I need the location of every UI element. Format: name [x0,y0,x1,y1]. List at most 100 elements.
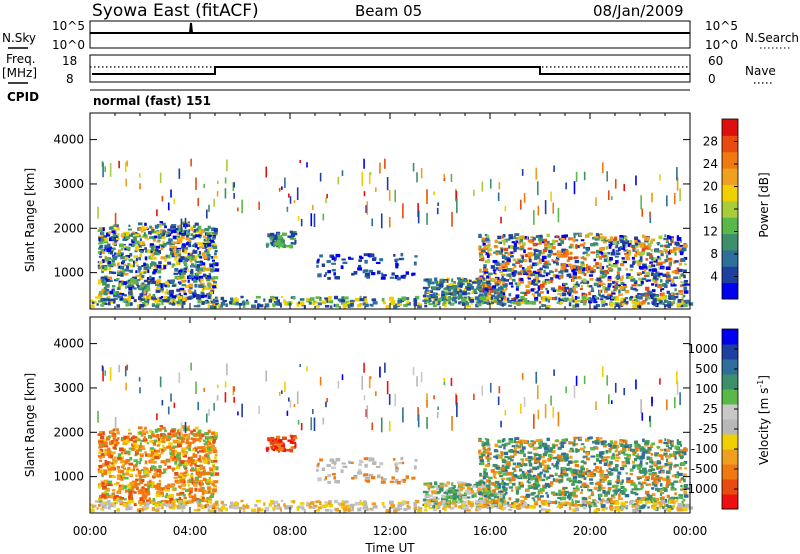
velocity-scatter-cell [181,447,186,452]
velocity-scatter-cell [165,458,171,463]
power-scatter-cell [554,268,558,273]
station-title: Syowa East (fitACF) [92,1,259,21]
power-scatter-cell [209,264,214,268]
power-scatter-cell [170,299,173,303]
power-scatter-cell [599,298,604,301]
power-scatter-cell [405,271,410,275]
velocity-scatter-cell [431,490,437,495]
power-scatter-cell [573,290,578,294]
power-scatter-cell [195,260,201,264]
velocity-scatter-cell [490,498,496,503]
power-scatter-cell [147,280,151,285]
nave-tick-top: 60 [708,54,723,68]
power-scatter-cell [620,239,624,243]
power-scatter-cell [471,281,477,284]
power-scatter-cell [111,271,117,275]
velocity-scatter-cell [182,451,188,454]
power-scatter-cell [555,288,558,292]
power-scatter-cell [605,296,609,300]
power-scatter-cell [191,244,196,247]
velocity-scatter-cell [138,490,143,495]
velocity-scatter-cell [644,490,650,495]
power-scatter-cell [160,245,165,248]
power-scatter-cell [592,236,596,240]
velocity-scatter-cell [171,488,176,491]
power-scatter-cell [169,247,173,252]
velocity-scatter-cell [524,439,527,443]
velocity-scatter-cell [153,473,159,477]
velocity-scatter-cell [104,450,107,455]
power-scatter-cell [466,279,471,283]
velocity-scatter-cell [492,489,497,493]
velocity-scatter-cell [682,487,686,491]
power-scatter-cell [572,287,577,291]
velocity-scatter-cell [126,469,130,473]
power-scatter-cell [152,230,157,234]
power-scatter-cell [666,254,669,259]
power-scatter-cell [637,273,640,276]
velocity-scatter-cell [182,452,185,457]
velocity-scatter-cell [290,436,294,440]
freq-panel: 18 8 60 0 Freq. [MHz] Nave [2,52,776,86]
power-scatter-cell [486,250,490,253]
power-scatter-cell [129,264,134,268]
velocity-scatter-cell [426,495,431,498]
power-scatter-cell [667,304,672,308]
power-scatter-cell [299,160,301,164]
velocity-scatter-cell [194,487,198,492]
power-scatter-cell [580,269,585,274]
power-scatter-cell [520,248,525,251]
power-scatter-cell [541,238,545,242]
velocity-scatter-cell [206,491,210,494]
velocity-scatter-cell [145,430,149,434]
power-scatter-cell [189,286,193,290]
power-scatter-cell [107,276,112,281]
power-scatter-cell [545,287,548,291]
power-scatter-cell [364,274,367,278]
velocity-scatter-cell [457,497,463,501]
power-scatter-cell [329,305,333,309]
power-scatter-cell [205,249,208,252]
velocity-scatter-cell [160,490,164,493]
power-scatter-cell [448,283,453,287]
power-scatter-cell [362,302,368,306]
power-scatter-cell [588,299,593,304]
power-scatter-cell [196,228,199,232]
velocity-scatter-cell [565,467,570,471]
power-scatter-cell [663,248,668,252]
velocity-scatter-cell [110,440,114,444]
power-scatter-cell [437,300,441,305]
power-scatter-cell [604,239,609,242]
power-scatter-cell [457,296,460,300]
power-scatter-cell [551,239,555,244]
power-scatter-cell [459,283,463,287]
power-scatter-cell [534,249,539,253]
power-scatter-cell [512,274,516,278]
velocity-scatter-cell [482,476,487,480]
velocity-scatter-cell [501,479,504,482]
power-scatter-cell [630,286,634,290]
velocity-scatter-cell [190,437,194,441]
power-scatter-cell [382,301,387,305]
velocity-scatter-cell [162,444,165,449]
velocity-scatter-cell [667,447,672,450]
power-scatter-cell [160,289,163,293]
velocity-scatter-cell [126,484,129,489]
power-scatter-cell [220,296,225,301]
velocity-scatter-cell [441,494,445,498]
velocity-scatter-cell [644,443,649,447]
velocity-scatter-cell [149,481,155,485]
velocity-scatter-cell [171,433,177,437]
power-scatter-cell [138,173,141,178]
power-scatter-cell [664,251,668,254]
velocity-scatter-cell [127,435,130,440]
velocity-scatter-cell [453,485,456,489]
power-scatter-cell [168,238,173,242]
power-scatter-cell [162,298,166,303]
velocity-scatter-cell [124,472,129,476]
velocity-scatter-cell [634,488,640,491]
power-scatter-cell [592,265,597,268]
power-scatter-cell [541,240,545,244]
power-scatter-cell [346,301,351,305]
velocity-scatter-cell [207,486,211,491]
